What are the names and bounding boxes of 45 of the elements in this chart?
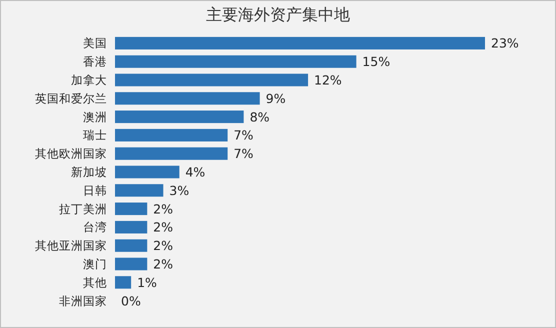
data-label: 23%	[491, 36, 519, 51]
bar	[115, 92, 260, 105]
bar	[115, 239, 148, 252]
data-label: 2%	[153, 220, 174, 235]
data-label: 1%	[137, 274, 158, 290]
y-tick-label: 台湾	[83, 220, 107, 234]
data-label: 7%	[234, 128, 254, 143]
bar	[115, 128, 228, 142]
data-label: 3%	[169, 182, 190, 198]
bar	[115, 276, 132, 289]
bar	[115, 55, 356, 68]
data-label: 15%	[362, 54, 390, 70]
data-label: 12%	[314, 72, 342, 88]
y-tick-label: 英国和爱尔兰	[35, 91, 107, 106]
bar	[115, 166, 180, 178]
bar	[115, 36, 485, 50]
y-tick-label: 其他欧洲国家	[35, 146, 107, 161]
data-label: 2%	[153, 256, 174, 272]
bar	[115, 220, 148, 234]
y-tick-label: 非洲国家	[59, 294, 107, 308]
y-tick-label: 拉丁美洲	[59, 202, 107, 216]
data-label: 7%	[234, 146, 254, 162]
y-tick-label: 新加坡	[71, 165, 107, 179]
y-tick-label: 日韩	[83, 183, 107, 198]
data-label: 9%	[266, 90, 286, 106]
y-tick-label: 瑞士	[83, 128, 107, 142]
bar	[115, 184, 164, 197]
data-label: 0%	[121, 293, 141, 308]
chart-title: 主要海外资产集中地	[206, 5, 350, 24]
y-tick-label: 香港	[83, 54, 107, 69]
bar	[115, 74, 308, 86]
bar	[115, 110, 244, 124]
data-label: 2%	[153, 201, 174, 216]
bar	[115, 147, 228, 160]
y-tick-label: 其他亚洲国家	[35, 238, 107, 253]
y-tick-label: 美国	[83, 36, 107, 50]
y-tick-label: 加拿大	[71, 73, 107, 87]
bar	[115, 258, 148, 270]
bar	[115, 202, 148, 216]
data-label: 8%	[250, 109, 270, 124]
y-tick-label: 其他	[83, 275, 107, 290]
y-tick-label: 澳洲	[83, 110, 107, 124]
y-tick-label: 澳门	[83, 257, 107, 271]
data-label: 2%	[153, 238, 174, 254]
data-label: 4%	[185, 164, 206, 180]
